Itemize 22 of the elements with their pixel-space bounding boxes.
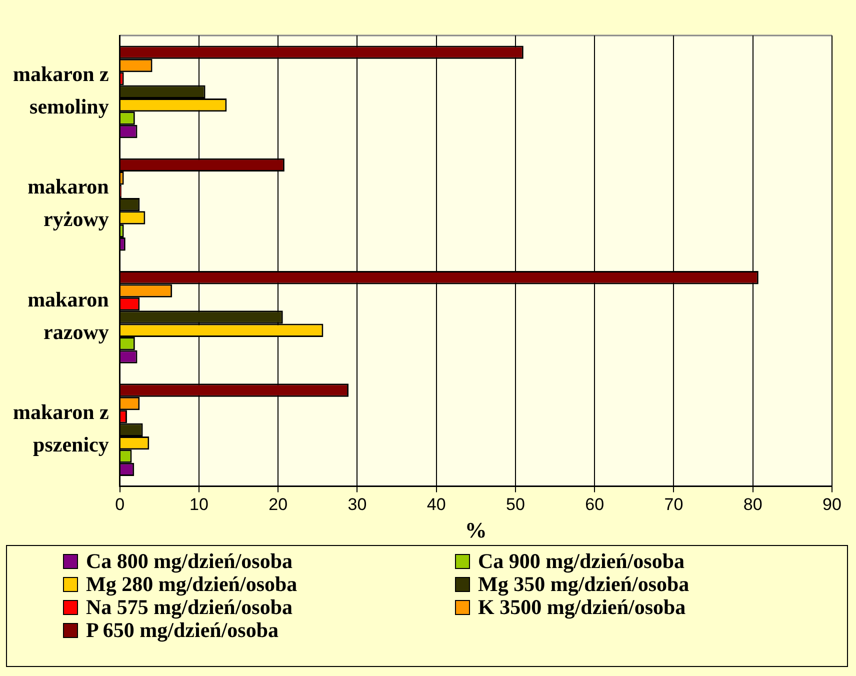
x-tick-label: 70 <box>664 495 684 514</box>
x-tick-label: 60 <box>585 495 604 514</box>
x-tick-label: 10 <box>190 495 208 514</box>
x-tick-label: 80 <box>743 495 762 514</box>
legend-label: Mg 350 mg/dzień/osoba <box>477 572 690 596</box>
x-tick-label: 20 <box>268 495 288 514</box>
x-axis-title: % <box>464 517 487 542</box>
x-tick-label: 50 <box>506 495 525 514</box>
legend-label: Na 575 mg/dzień/osoba <box>85 595 293 619</box>
legend-label: Ca 900 mg/dzień/osoba <box>477 549 686 573</box>
y-tick-label: makaron z semoliny <box>12 62 110 119</box>
x-tick-label: 30 <box>348 495 367 514</box>
x-tick-label: 40 <box>426 495 446 514</box>
y-tick-label: makaron z pszenicy <box>12 400 110 457</box>
x-tick-label: 90 <box>822 495 842 514</box>
y-tick-label: makaron ryżowy <box>28 174 110 232</box>
x-tick-label: 0 <box>115 495 125 514</box>
legend-label: Ca 800 mg/dzień/osoba <box>85 549 294 573</box>
y-tick-label: makaron razowy <box>28 287 110 344</box>
legend-label: Mg 280 mg/dzień/osoba <box>85 572 298 596</box>
legend-label: K 3500 mg/dzień/osoba <box>477 595 686 619</box>
legend-label: P 650 mg/dzień/osoba <box>85 618 279 642</box>
